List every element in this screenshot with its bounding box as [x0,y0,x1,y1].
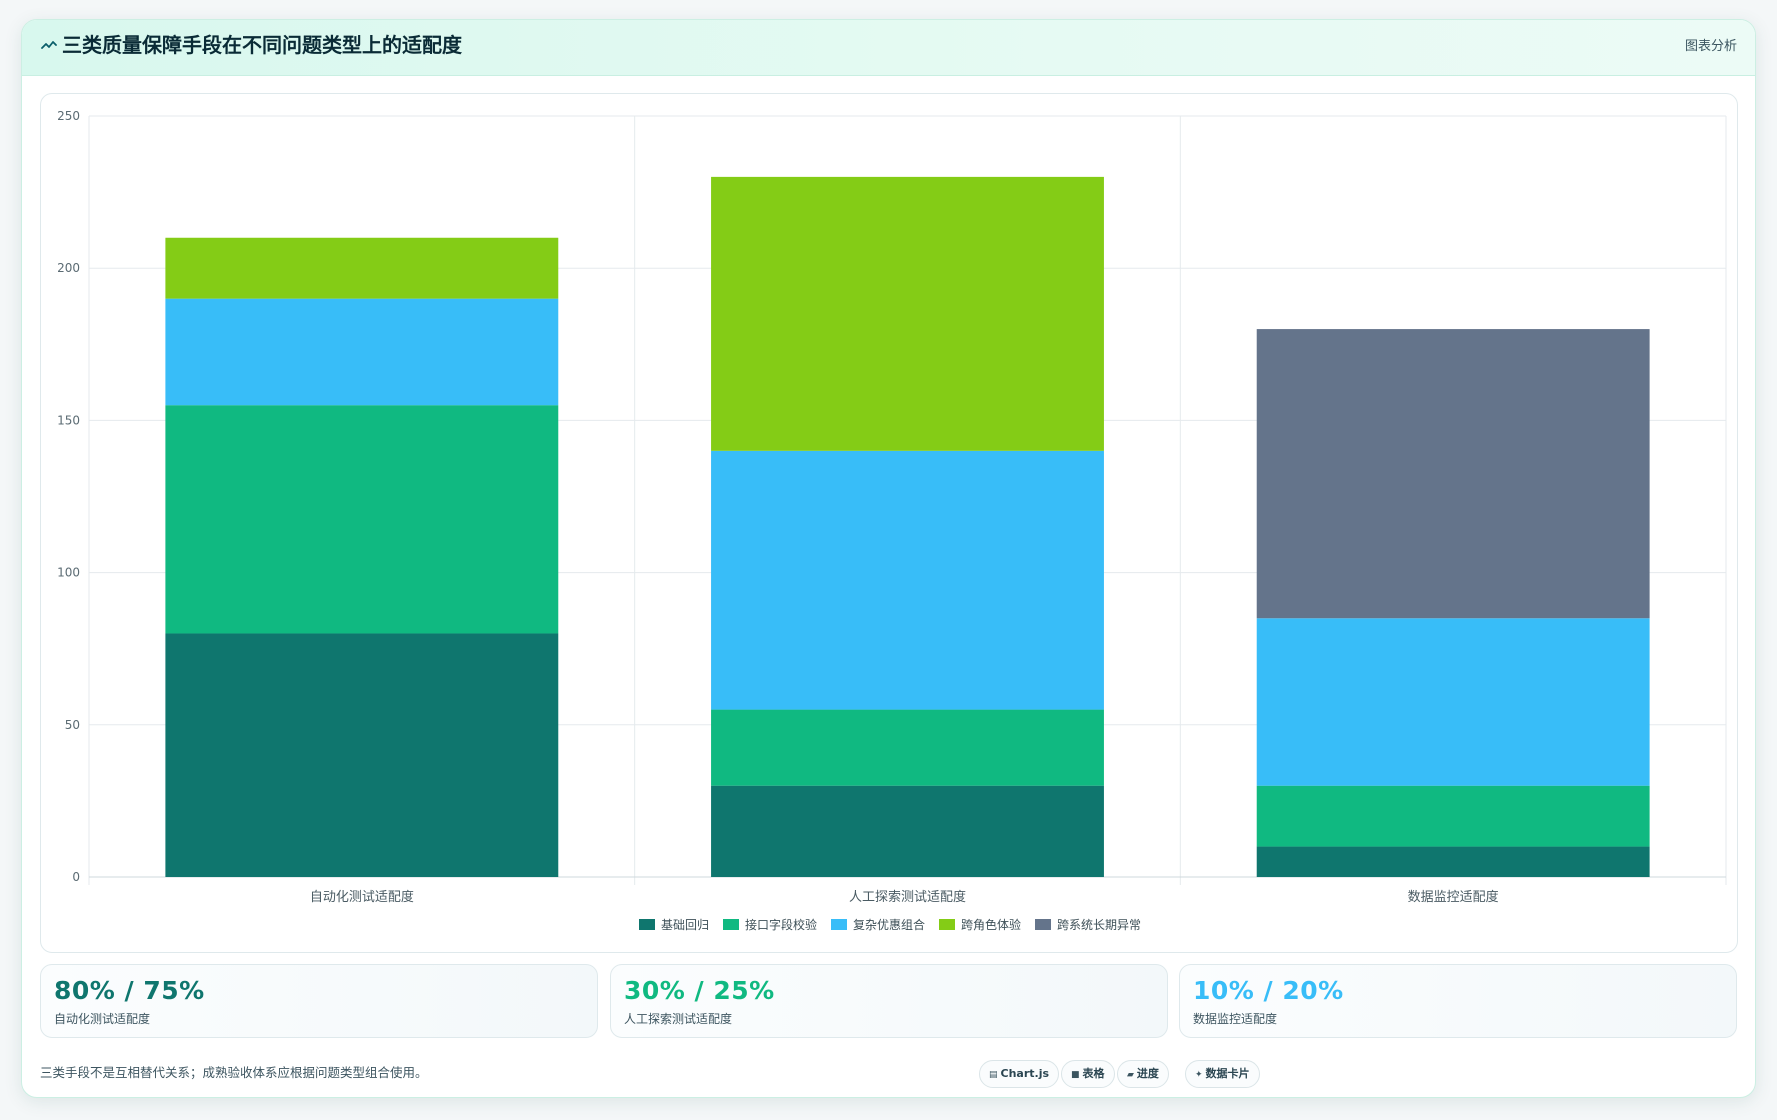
y-tick-label: 250 [57,109,80,123]
stacked-bar-chart: 0 50 100 150 200 250 自动化测试适配度 人工探索测试适配度 数据监控适配度基… [57,109,1727,932]
legend-label: 跨角色体验 [961,917,1021,932]
chart-card: 三类质量保障手段在不同问题类型上的适配度 图表分析 0 50 100 150 200 25… [21,19,1756,1098]
x-tick-label: 数据监控适配度 [1408,889,1499,905]
stat-value: 30% / 25% [624,976,775,1005]
stat-card-exploratory: 30% / 25% 人工探索测试适配度 [610,964,1168,1038]
tag-chartjs[interactable]: ▤ Chart.js [979,1060,1060,1088]
stat-label: 数据监控适配度 [1193,1012,1278,1026]
tag-label: 数据卡片 [1205,1067,1250,1080]
legend-label: 接口字段校验 [745,917,817,932]
bar-segment [1256,846,1650,877]
legend-swatch [939,919,955,930]
chart-icon: ▤ [989,1070,998,1080]
y-tick-label: 100 [57,566,80,580]
bar-segment [711,709,1104,786]
bar-segment [1256,618,1650,786]
tag-progress[interactable]: ▰ 进度 [1117,1060,1169,1088]
trend-line-icon [41,37,57,53]
stat-cards: 80% / 75% 自动化测试适配度 30% / 25% 人工探索测试适配度 1… [40,964,1738,1038]
bar-segment [165,405,559,634]
stat-value: 80% / 75% [54,976,205,1005]
x-tick-label: 自动化测试适配度 [310,889,414,905]
stat-card-automation: 80% / 75% 自动化测试适配度 [40,964,598,1038]
bar-segment [165,633,559,877]
tag-label: 进度 [1136,1067,1159,1080]
stat-card-monitoring: 10% / 20% 数据监控适配度 [1179,964,1737,1038]
legend-swatch [1035,919,1051,930]
footer-note: 三类手段不是互相替代关系；成熟验收体系应根据问题类型组合使用。 [40,1065,428,1080]
legend-label: 基础回归 [661,918,709,932]
bar-segment [165,298,559,406]
legend-swatch [639,919,655,930]
card-icon: ✦ [1195,1070,1203,1080]
x-tick-label: 人工探索测试适配度 [849,889,966,905]
stat-label: 人工探索测试适配度 [624,1012,733,1026]
bar-segment [711,785,1104,877]
tag-table[interactable]: ■ 表格 [1061,1060,1115,1088]
stat-label: 自动化测试适配度 [54,1012,151,1026]
chart-analysis-link[interactable]: 图表分析 [1684,39,1737,54]
tag-data-card[interactable]: ✦ 数据卡片 [1185,1060,1260,1088]
legend-label: 复杂优惠组合 [853,917,925,932]
legend-swatch [831,919,847,930]
chart-title: 三类质量保障手段在不同问题类型上的适配度 [62,33,462,57]
chart-panel: 0 50 100 150 200 250 自动化测试适配度 人工探索测试适配度 数据监控适配度基… [40,93,1738,953]
card-header: 三类质量保障手段在不同问题类型上的适配度 图表分析 [22,20,1755,76]
legend-swatch [723,919,739,930]
y-tick-label: 200 [57,261,80,275]
bar-segment [711,450,1104,710]
tag-label: Chart.js [1000,1067,1050,1080]
y-tick-label: 50 [65,718,80,732]
y-tick-label: 0 [72,870,80,884]
stat-value: 10% / 20% [1193,976,1344,1005]
bar-segment [1256,329,1650,619]
progress-icon: ▰ [1127,1070,1134,1080]
bar-segment [165,237,559,299]
y-tick-label: 150 [57,413,80,427]
bar-segment [711,176,1104,451]
bar-segment [1256,785,1650,847]
tag-label: 表格 [1082,1067,1105,1080]
table-icon: ■ [1071,1070,1080,1080]
legend-label: 跨系统长期异常 [1057,918,1141,932]
